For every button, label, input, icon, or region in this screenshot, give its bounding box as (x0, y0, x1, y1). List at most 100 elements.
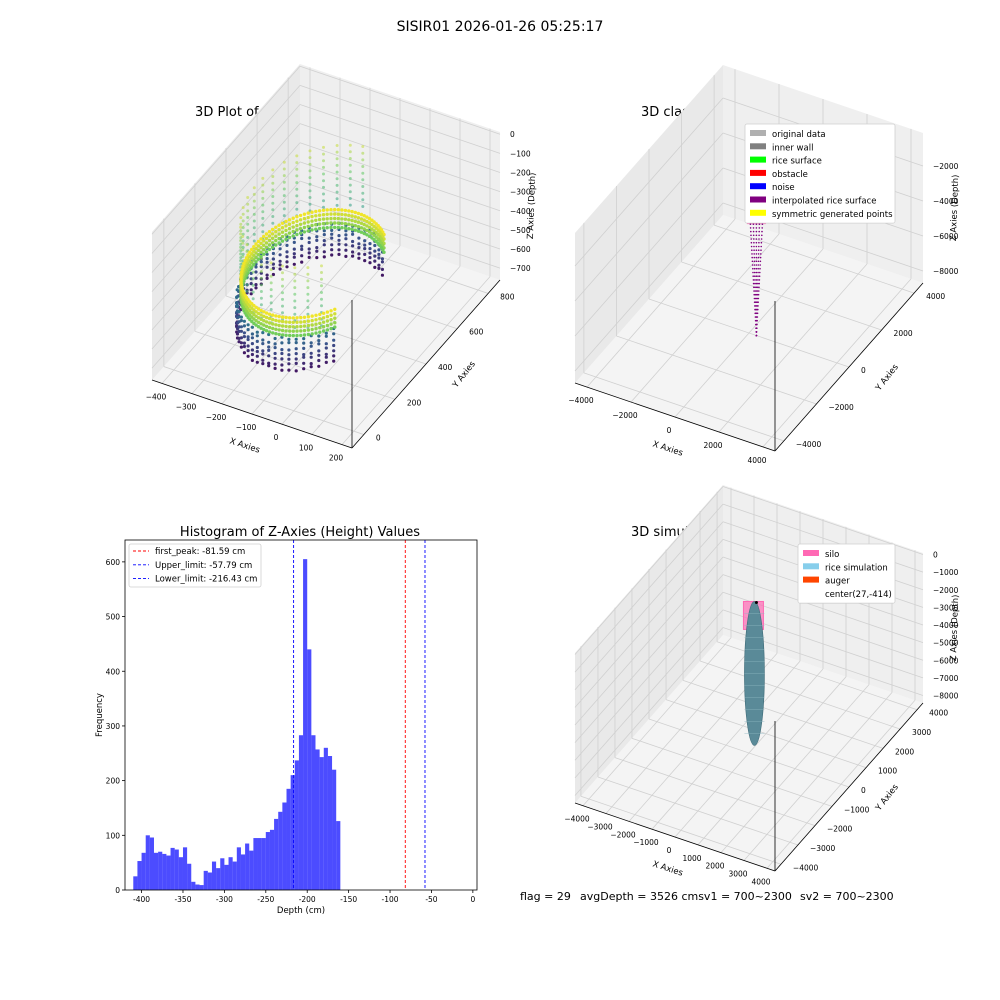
footer-stats: flag = 29 avgDepth = 3526 cmsv1 = 700~23… (520, 890, 894, 903)
y-tick-label: 100 (106, 831, 121, 840)
interpolated-point (756, 286, 759, 289)
data-point (314, 318, 318, 322)
data-point (265, 273, 269, 277)
data-point (259, 241, 263, 245)
legend-classify-label: obstacle (772, 170, 808, 180)
data-point (330, 232, 334, 236)
data-point (235, 332, 240, 336)
data-point (347, 222, 351, 226)
x-axis-label: X Axies (228, 436, 261, 455)
data-point (332, 338, 336, 342)
data-point (281, 304, 284, 308)
data-point (256, 307, 261, 311)
data-point (271, 322, 275, 326)
histogram-bar (174, 849, 179, 890)
z-tick-label: −4000 (933, 621, 959, 630)
data-point (325, 226, 329, 230)
data-point (277, 228, 281, 232)
data-point (269, 294, 273, 298)
data-point (322, 243, 326, 247)
data-point (361, 191, 365, 195)
data-point (265, 257, 269, 261)
legend-simulation-label: auger (825, 577, 850, 587)
interpolated-point (755, 260, 758, 263)
data-point (306, 299, 310, 303)
x-tick-label: -150 (340, 895, 357, 904)
data-point (299, 324, 303, 329)
data-point (277, 332, 281, 337)
interpolated-point (756, 319, 758, 322)
interpolated-point (757, 282, 759, 285)
data-point (251, 290, 255, 294)
y-axis-label: Frequency (95, 693, 105, 737)
data-point (262, 323, 266, 327)
data-point (242, 319, 246, 323)
data-point (310, 223, 314, 228)
grid-line (681, 261, 882, 331)
data-point (246, 337, 250, 342)
y-tick-label: 0 (861, 786, 866, 795)
data-point (259, 326, 263, 330)
data-point (284, 233, 288, 237)
interpolated-point (756, 312, 759, 315)
histogram-bar (162, 853, 167, 890)
data-point (254, 310, 258, 314)
data-point (255, 354, 259, 358)
interpolated-point (761, 223, 764, 225)
data-point (294, 361, 298, 365)
data-point (322, 250, 326, 254)
interpolated-point (757, 297, 760, 300)
data-point (321, 316, 326, 320)
interpolated-point (753, 245, 755, 248)
data-point (322, 172, 325, 176)
panel-raw-data-3d: 3D Plot of Silo Interior(row data) −400−… (146, 64, 538, 463)
data-point (285, 243, 289, 247)
data-point (337, 234, 341, 238)
data-point (249, 282, 253, 286)
data-point (365, 224, 369, 228)
data-point (302, 324, 307, 328)
data-point (314, 313, 318, 317)
data-point (255, 339, 259, 343)
data-point (365, 219, 369, 224)
data-point (284, 237, 288, 241)
x-tick-label: −400 (146, 392, 167, 401)
data-point (333, 307, 337, 311)
data-point (351, 232, 355, 236)
data-point (294, 369, 298, 373)
data-point (264, 245, 269, 249)
data-point (262, 319, 266, 323)
data-point (343, 217, 348, 221)
grid-line (648, 298, 850, 368)
grid-line (631, 737, 833, 807)
data-point (318, 312, 322, 317)
data-point (359, 212, 364, 217)
data-point (322, 255, 326, 259)
axis-line (774, 702, 924, 872)
data-point (254, 265, 258, 269)
data-point (302, 346, 306, 350)
data-point (284, 219, 288, 224)
data-point (315, 256, 319, 260)
data-point (267, 243, 272, 247)
interpolated-point (757, 256, 760, 259)
legend-classify-swatch (750, 196, 766, 203)
z-tick-label: −700 (510, 264, 531, 273)
grid-line (299, 161, 501, 231)
grid-line (299, 180, 501, 250)
z-axis-label: Z Axies (Depth) (526, 172, 538, 239)
histogram-bar (220, 858, 225, 890)
grid-line (574, 202, 724, 372)
data-point (250, 348, 254, 352)
data-point (308, 169, 312, 173)
data-point (300, 244, 304, 248)
data-point (332, 332, 336, 336)
data-point (380, 273, 384, 277)
data-point (357, 242, 361, 246)
x-tick-label: −3000 (587, 823, 613, 832)
y-tick-label: 4000 (929, 709, 948, 718)
data-point (351, 250, 355, 254)
grid-line (299, 104, 501, 173)
data-point (280, 341, 284, 345)
data-point (262, 243, 266, 247)
